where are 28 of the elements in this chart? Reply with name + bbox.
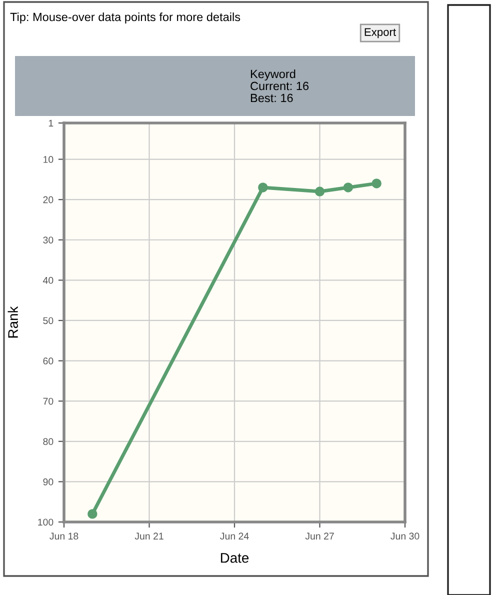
point [372,178,382,188]
y-tick-label: 80 [43,438,54,446]
x-axis-title: Date [220,553,249,563]
x-tick-label: Jun 18 [50,532,78,540]
text: Best: 16 [250,94,293,102]
text: Export [364,28,396,38]
x-tick-label: Jun 30 [390,532,420,540]
y-tick-label: 30 [43,236,54,244]
text: Tip: Mouse-over data points for more details [10,12,240,24]
x-tick-label: Jun 27 [305,532,334,540]
text: Current: 16 [250,82,309,90]
y-tick-label: 50 [43,317,54,324]
point [88,509,98,519]
point [343,182,354,192]
y-tick-label: 100 [38,518,54,526]
y-tick-label: 70 [43,398,54,405]
y-tick-label: 60 [43,358,54,364]
point [258,182,268,192]
text: Keyword [250,70,296,81]
x-tick-label: Jun 21 [134,532,164,540]
y-tick-label: 20 [43,196,54,204]
x-tick-label: Jun 24 [220,532,249,540]
y-tick-label: 10 [44,156,54,163]
y-axis-title: Rank [8,306,18,338]
y-tick-label: 1 [48,120,54,127]
y-tick-label: 90 [43,478,54,486]
point [314,186,325,196]
y-tick-label: 40 [42,276,54,284]
